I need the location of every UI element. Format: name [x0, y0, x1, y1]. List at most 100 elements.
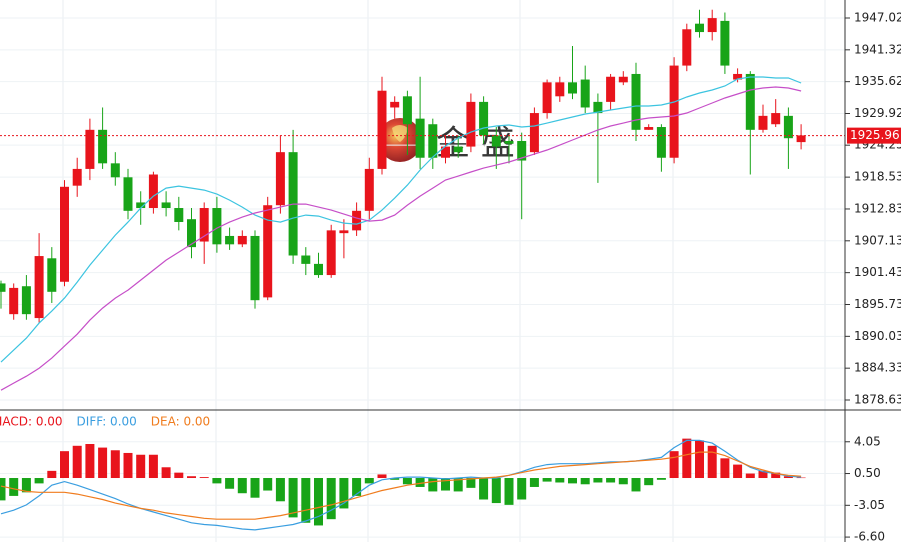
candle-body [745, 73, 755, 130]
macd-bar [352, 478, 362, 496]
candle-body [733, 73, 743, 80]
y-tick-label: -3.05 [854, 498, 885, 512]
macd-bar [0, 478, 6, 501]
candle-body [314, 263, 323, 276]
candle-body [174, 208, 184, 222]
y-tick-label: 1895.73 [854, 297, 901, 311]
macd-bar [34, 478, 44, 484]
macd-bar [402, 478, 412, 485]
macd-bar [60, 451, 69, 479]
candle-body [555, 82, 565, 97]
macd-bar [682, 438, 692, 479]
macd-bar [618, 478, 628, 485]
macd-bar [441, 478, 450, 491]
y-tick-label: 1890.03 [854, 329, 901, 343]
macd-bar [758, 470, 768, 479]
price-panel [0, 9, 845, 401]
logo-mark [392, 125, 408, 142]
candle-body [199, 208, 209, 242]
macd-bar [783, 476, 793, 479]
last-price-box [847, 127, 901, 144]
candle-body [402, 96, 412, 125]
macd-bar [745, 473, 755, 479]
macd-bar [656, 478, 666, 480]
macd-bar [9, 478, 19, 496]
candle-body [390, 101, 400, 108]
candle-body [517, 140, 527, 161]
macd-bar [695, 440, 704, 479]
macd-bar [580, 478, 590, 485]
candle-body [187, 219, 196, 248]
candle-body [466, 101, 476, 147]
macd-bar [148, 454, 158, 479]
y-tick-label: 1912.83 [854, 201, 901, 215]
y-tick-label: 1935.62 [854, 74, 901, 88]
candle-body [618, 76, 628, 83]
candle-body [669, 65, 679, 158]
candle-body [161, 202, 171, 209]
candle-body [237, 235, 247, 245]
moving-average-line [0, 76, 802, 363]
y-tick-label: 1907.13 [854, 233, 901, 247]
macd-bar [187, 476, 196, 479]
macd-bar [225, 478, 235, 489]
macd-bar [136, 454, 146, 479]
candle-body [275, 152, 285, 206]
macd-bar [568, 478, 577, 484]
macd-bar [47, 470, 57, 479]
macd-bar [631, 478, 641, 492]
candle-body [720, 20, 730, 66]
candle-body [771, 113, 781, 125]
candle-body [326, 230, 336, 276]
legend-entry: MACD: 0.00 [0, 415, 63, 429]
macd-bar [212, 478, 222, 484]
y-tick-label: 0.50 [854, 466, 881, 480]
macd-bar [707, 445, 717, 479]
candle-body [263, 205, 273, 298]
y-tick-label: 1929.92 [854, 106, 901, 120]
macd-bar [529, 478, 539, 487]
candle-body [364, 168, 374, 211]
macd-bar [542, 478, 552, 482]
macd-bar [593, 478, 603, 483]
moving-average-line [0, 86, 802, 391]
candle-body [695, 23, 704, 33]
last-price-label: 1925.96 [850, 128, 900, 142]
macd-bar [390, 478, 400, 480]
candle-body [110, 163, 120, 178]
macd-bar [364, 478, 374, 484]
macd-bar [301, 478, 311, 523]
macd-bar [555, 478, 565, 483]
macd-panel [0, 438, 845, 538]
macd-bar [339, 478, 349, 509]
macd-bar [415, 478, 425, 487]
macd-bar [606, 478, 616, 483]
macd-bar [161, 467, 171, 479]
candle-body [479, 101, 489, 136]
candle-body [34, 256, 44, 319]
macd-bar [796, 477, 806, 479]
macd-bar [517, 478, 527, 500]
candle-body [504, 140, 514, 144]
legend: MACD: 0.00 DIFF: 0.00 DEA: 0.00 [0, 415, 210, 429]
candle-body [783, 115, 793, 139]
candle-body [606, 76, 616, 102]
macd-line [0, 439, 802, 531]
candle-body [123, 177, 133, 211]
y-tick-label: 4.05 [854, 434, 881, 448]
y-tick-label: 1918.53 [854, 170, 901, 184]
macd-bar [644, 478, 654, 486]
candle-body [98, 129, 108, 164]
candle-body [580, 79, 590, 108]
candle-body [568, 82, 577, 94]
macd-bar [733, 464, 743, 479]
candle-body [529, 113, 539, 153]
legend-entry: DIFF: 0.00 [77, 415, 137, 429]
macd-bar [275, 478, 285, 502]
macd-bar [123, 452, 133, 479]
candle-body [656, 127, 666, 158]
y-tick-label: 1947.02 [854, 10, 901, 24]
candle-body [21, 286, 31, 315]
macd-bar [237, 478, 247, 494]
